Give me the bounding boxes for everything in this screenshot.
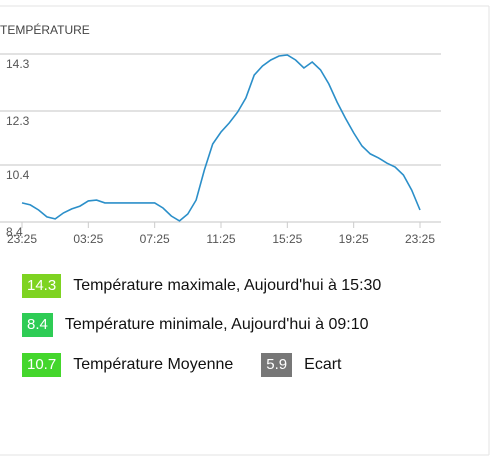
x-tick-label: 19:25 (339, 232, 369, 246)
y-tick-label: 10.4 (6, 168, 30, 182)
x-tick-label: 07:25 (140, 232, 170, 246)
stat-value: 10.7 (22, 353, 62, 377)
y-tick-label: 14.3 (6, 57, 30, 71)
x-tick-label: 03:25 (73, 232, 103, 246)
temperature-line (21, 54, 421, 222)
x-tick-label: 23:25 (405, 232, 435, 246)
chart-title: TEMPÉRATURE (0, 22, 90, 37)
stat-row: 10.7 Température Moyenne 5.9 Ecart (22, 353, 370, 377)
stat-label: Température Moyenne (73, 356, 234, 373)
stat-row: 8.4 Température minimale, Aujourd'hui à 0… (22, 313, 397, 337)
stat-value: 5.9 (261, 353, 293, 377)
x-tick-label: 11:25 (206, 232, 235, 246)
stat-label: Température minimale, Aujourd'hui à 09:1… (64, 316, 369, 333)
stat-label: Température maximale, Aujourd'hui à 15:3… (73, 277, 382, 294)
y-tick-label: 12.3 (6, 114, 30, 128)
x-tick-label: 15:25 (272, 232, 302, 246)
x-tick-label: 23:25 (7, 232, 37, 246)
y-tick-label: 8.4 (6, 225, 23, 239)
stat-value: 8.4 (22, 313, 53, 337)
stat-label: Ecart (304, 356, 342, 373)
stat-value: 14.3 (22, 274, 62, 298)
stat-row: 14.3 Température maximale, Aujourd'hui à … (22, 274, 409, 298)
